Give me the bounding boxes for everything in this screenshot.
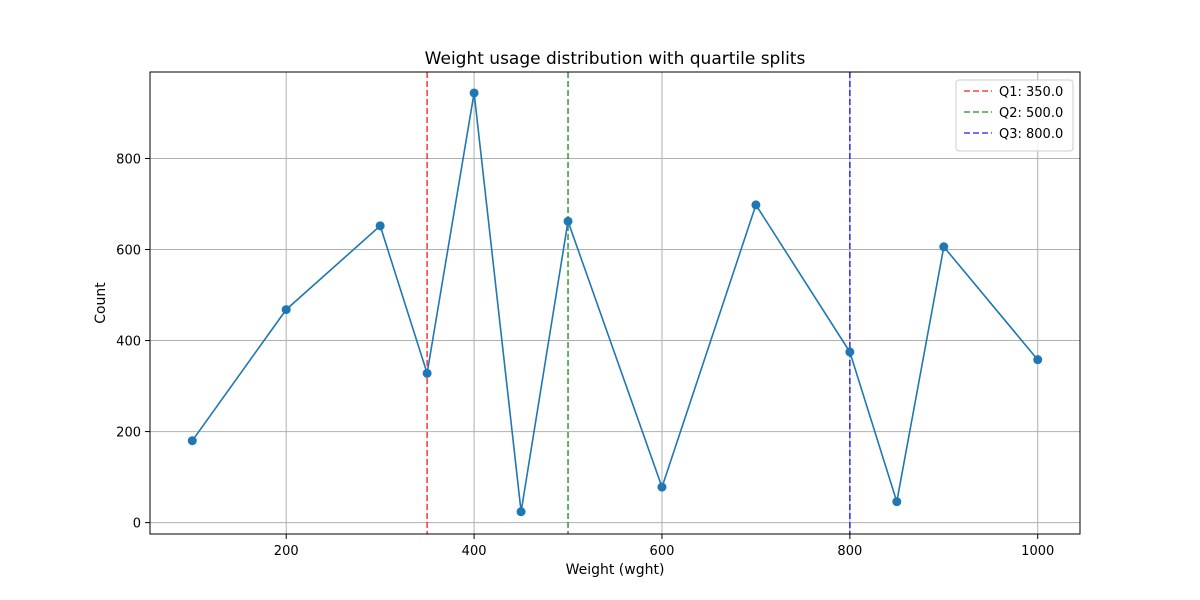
data-point xyxy=(751,200,761,210)
chart-title: Weight usage distribution with quartile … xyxy=(425,49,806,69)
data-point xyxy=(563,216,573,226)
legend-label: Q1: 350.0 xyxy=(999,85,1063,100)
series-layer xyxy=(187,88,1043,517)
data-point xyxy=(375,221,385,231)
data-point xyxy=(516,507,526,517)
y-tick-label: 400 xyxy=(116,335,141,350)
x-tick-label: 600 xyxy=(650,544,675,559)
data-point xyxy=(1033,355,1043,365)
x-axis-title: Weight (wght) xyxy=(566,562,665,578)
y-axis-title: Count xyxy=(93,282,109,324)
data-point xyxy=(892,497,902,507)
y-tick-label: 200 xyxy=(116,426,141,441)
data-point xyxy=(845,347,855,357)
data-point xyxy=(281,305,291,315)
y-tick-label: 800 xyxy=(116,152,141,167)
y-tick-label: 600 xyxy=(116,244,141,259)
ticks: 200 400 600 800 1000 0 200 400 600 800 xyxy=(116,152,1054,559)
data-point xyxy=(469,88,479,98)
grid xyxy=(150,72,1080,534)
plot-frame xyxy=(149,71,1081,535)
x-tick-label: 400 xyxy=(462,544,487,559)
data-point xyxy=(657,482,667,492)
legend: Q1: 350.0 Q2: 500.0 Q3: 800.0 xyxy=(955,79,1074,152)
data-point xyxy=(939,242,949,252)
data-point xyxy=(422,368,432,378)
legend-label: Q3: 800.0 xyxy=(999,127,1063,142)
x-tick-label: 800 xyxy=(837,544,862,559)
data-point xyxy=(187,436,197,446)
x-tick-label: 200 xyxy=(274,544,299,559)
legend-label: Q2: 500.0 xyxy=(999,106,1063,121)
reference-lines xyxy=(426,72,851,534)
y-tick-label: 0 xyxy=(133,517,141,532)
x-tick-label: 1000 xyxy=(1021,544,1054,559)
series-line xyxy=(191,92,1039,512)
